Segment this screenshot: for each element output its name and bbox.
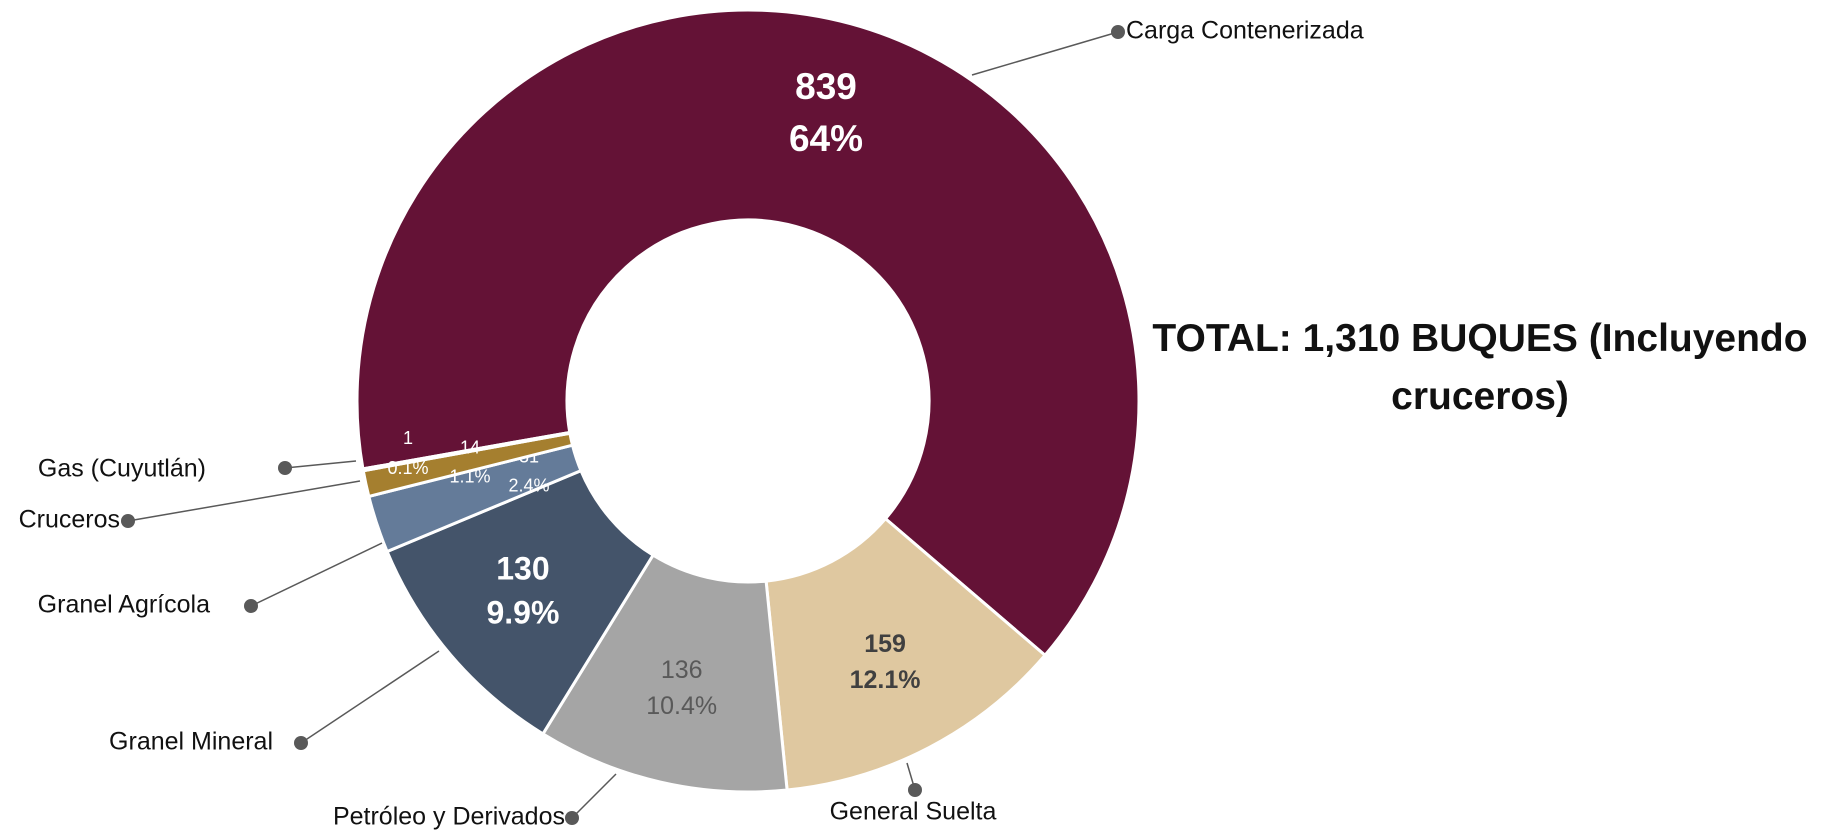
percent-label: 64% — [789, 118, 863, 159]
leader-line — [127, 480, 361, 522]
category-label: Granel Agrícola — [38, 591, 210, 619]
category-label: Petróleo y Derivados — [333, 803, 565, 831]
chart-title: TOTAL: 1,310 BUQUES (Incluyendo cruceros… — [1152, 317, 1808, 418]
category-label: Gas (Cuyutlán) — [38, 455, 206, 483]
category-label: Carga Contenerizada — [1126, 17, 1364, 45]
leader-dot — [121, 514, 135, 528]
value-label: 1 — [403, 428, 413, 448]
leader-dot — [294, 736, 308, 750]
donut-slice — [355, 8, 1141, 658]
leader-dot — [278, 461, 292, 475]
percent-label: 2.4% — [508, 475, 549, 495]
category-label: General Suelta — [830, 798, 997, 826]
leader-dot — [908, 783, 922, 797]
donut-slice — [540, 553, 789, 794]
leader-line — [971, 31, 1119, 76]
leader-line — [284, 460, 357, 469]
donut-slice — [361, 430, 572, 473]
value-label: 14 — [460, 437, 480, 457]
value-label: 839 — [795, 66, 857, 107]
leader-dot — [565, 811, 579, 825]
value-label: 159 — [864, 630, 906, 658]
percent-label: 0.1% — [387, 458, 428, 478]
donut-slice — [764, 516, 1048, 792]
leader-dot — [244, 599, 258, 613]
leader-dot — [1111, 25, 1125, 39]
percent-label: 10.4% — [646, 692, 717, 720]
percent-label: 9.9% — [486, 595, 559, 631]
leader-line — [571, 773, 617, 819]
category-label: Cruceros — [19, 506, 120, 534]
leader-line — [300, 650, 440, 744]
percent-label: 1.1% — [449, 466, 490, 486]
percent-label: 12.1% — [850, 666, 921, 694]
category-label: Granel Mineral — [109, 728, 273, 756]
leader-line — [250, 542, 383, 607]
value-label: 130 — [496, 551, 549, 587]
value-label: 136 — [661, 656, 703, 684]
